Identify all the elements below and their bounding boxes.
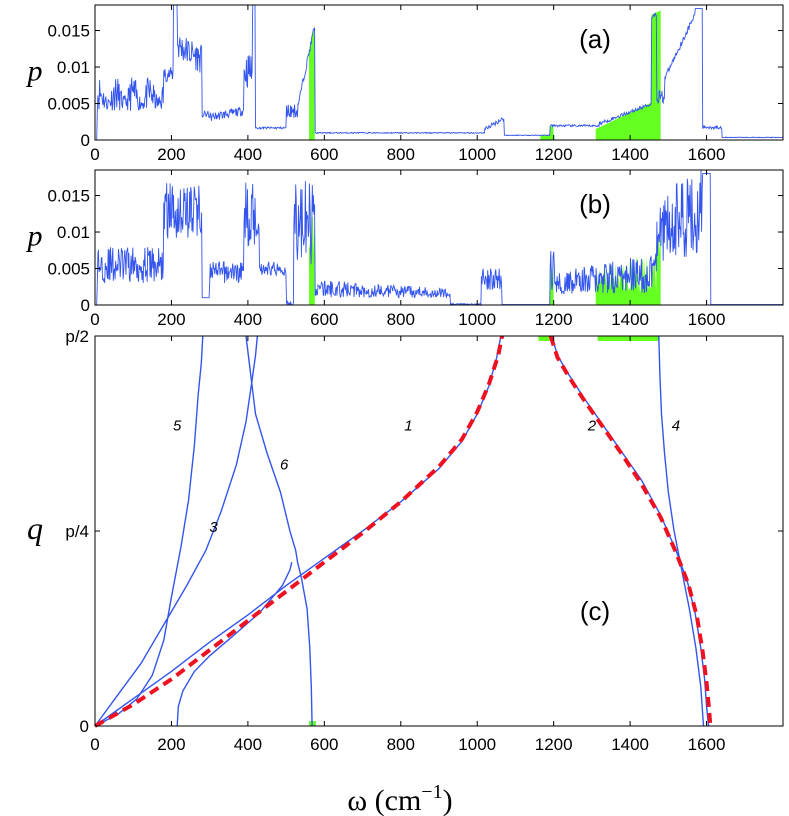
- panel-c-dispersion: 1 2 3 4 5 6 0 200 400 600 800 1000 1200 1400 1600 0 p/4 p…: [27, 327, 784, 816]
- y-tick-label: 0.005: [47, 95, 90, 114]
- dispersion-curve-1-approx: [94, 335, 505, 728]
- dispersion-curve-6: [245, 335, 313, 727]
- y-tick-label: p/2: [65, 327, 89, 346]
- x-tick-label: 200: [157, 735, 185, 754]
- x-tick-label: 800: [387, 735, 415, 754]
- x-tick-label: 200: [157, 310, 185, 329]
- x-tick-label: 1200: [535, 310, 573, 329]
- x-tick-label: 800: [387, 145, 415, 164]
- dispersion-curve-1: [94, 335, 502, 727]
- dispersion-curve-3: [94, 335, 259, 727]
- y-tick-label: 0.01: [57, 223, 90, 242]
- x-tick-label: 600: [310, 145, 338, 164]
- x-tick-label: 400: [234, 735, 262, 754]
- x-tick-label: 1400: [611, 145, 649, 164]
- plot-frame: [94, 169, 784, 306]
- y-axis-title: p: [26, 220, 43, 253]
- x-tick-label: 1000: [458, 310, 496, 329]
- curve-label-4: 4: [672, 418, 680, 435]
- plot-frame: [94, 4, 784, 141]
- dispersion-curve-7: [176, 562, 293, 727]
- x-tick-label: 1600: [688, 310, 726, 329]
- dispersion-curve-2: [551, 335, 710, 727]
- y-tick-label: 0: [80, 717, 89, 736]
- x-tick-label: 1400: [611, 310, 649, 329]
- curve-label-1: 1: [404, 418, 412, 435]
- dispersion-curve-2-approx: [548, 335, 713, 727]
- panel-label: (b): [579, 189, 611, 219]
- y-axis-title: p: [26, 55, 43, 88]
- x-tick-label: 0: [90, 145, 99, 164]
- dispersion-curve-4: [658, 335, 705, 727]
- panel-b-spectrum: 0 200 400 600 800 1000 1200 1400 1600 0 0.005 0.01 0…: [26, 169, 784, 329]
- y-tick-label: 0.01: [57, 58, 90, 77]
- x-tick-label: 400: [234, 310, 262, 329]
- y-tick-label: 0: [81, 296, 90, 315]
- y-tick-label: 0.005: [47, 260, 90, 279]
- x-axis-title-main: ω (cm: [347, 784, 421, 816]
- x-axis-title-sup: −1: [421, 781, 442, 803]
- curve-label-6: 6: [280, 457, 289, 474]
- curve-label-3: 3: [209, 519, 218, 536]
- y-tick-label: p/4: [65, 522, 89, 541]
- highlight-bar-top-0: [538, 336, 552, 341]
- curve-label-2: 2: [587, 418, 597, 435]
- x-tick-label: 400: [234, 145, 262, 164]
- highlight-band-a-2: [595, 10, 661, 140]
- x-tick-label: 0: [90, 310, 99, 329]
- x-tick-label: 0: [90, 735, 99, 754]
- x-tick-label: 1000: [458, 145, 496, 164]
- x-tick-label: 200: [157, 145, 185, 164]
- spectrum-trace-b: [95, 169, 783, 307]
- x-tick-label: 1600: [688, 735, 726, 754]
- panel-label: (a): [579, 24, 611, 54]
- x-tick-label: 1000: [458, 735, 496, 754]
- highlight-band-a-0: [309, 25, 315, 141]
- highlight-bar-top-1: [597, 336, 659, 341]
- x-tick-label: 800: [387, 310, 415, 329]
- x-tick-label: 600: [310, 310, 338, 329]
- x-tick-label: 1600: [688, 145, 726, 164]
- y-axis-title: q: [27, 510, 43, 546]
- x-tick-label: 1400: [611, 735, 649, 754]
- panel-label: (c): [580, 596, 610, 626]
- x-tick-label: 600: [310, 735, 338, 754]
- curve-label-5: 5: [173, 418, 182, 435]
- x-axis-title-end: ): [443, 784, 453, 816]
- x-tick-label: 1200: [535, 735, 573, 754]
- x-tick-label: 1200: [535, 145, 573, 164]
- highlight-band-a-1: [540, 124, 554, 140]
- x-axis-title: ω (cm−1): [347, 781, 452, 816]
- y-tick-label: 0: [81, 131, 90, 150]
- dispersion-curve-5: [94, 335, 204, 727]
- y-tick-label: 0.015: [47, 187, 90, 206]
- spectrum-trace-a: [95, 4, 784, 141]
- y-tick-label: 0.015: [47, 22, 90, 41]
- panel-a-spectrum: 0 200 400 600 800 1000 1200 1400 1600 0 0.005 0.01 0…: [26, 4, 784, 164]
